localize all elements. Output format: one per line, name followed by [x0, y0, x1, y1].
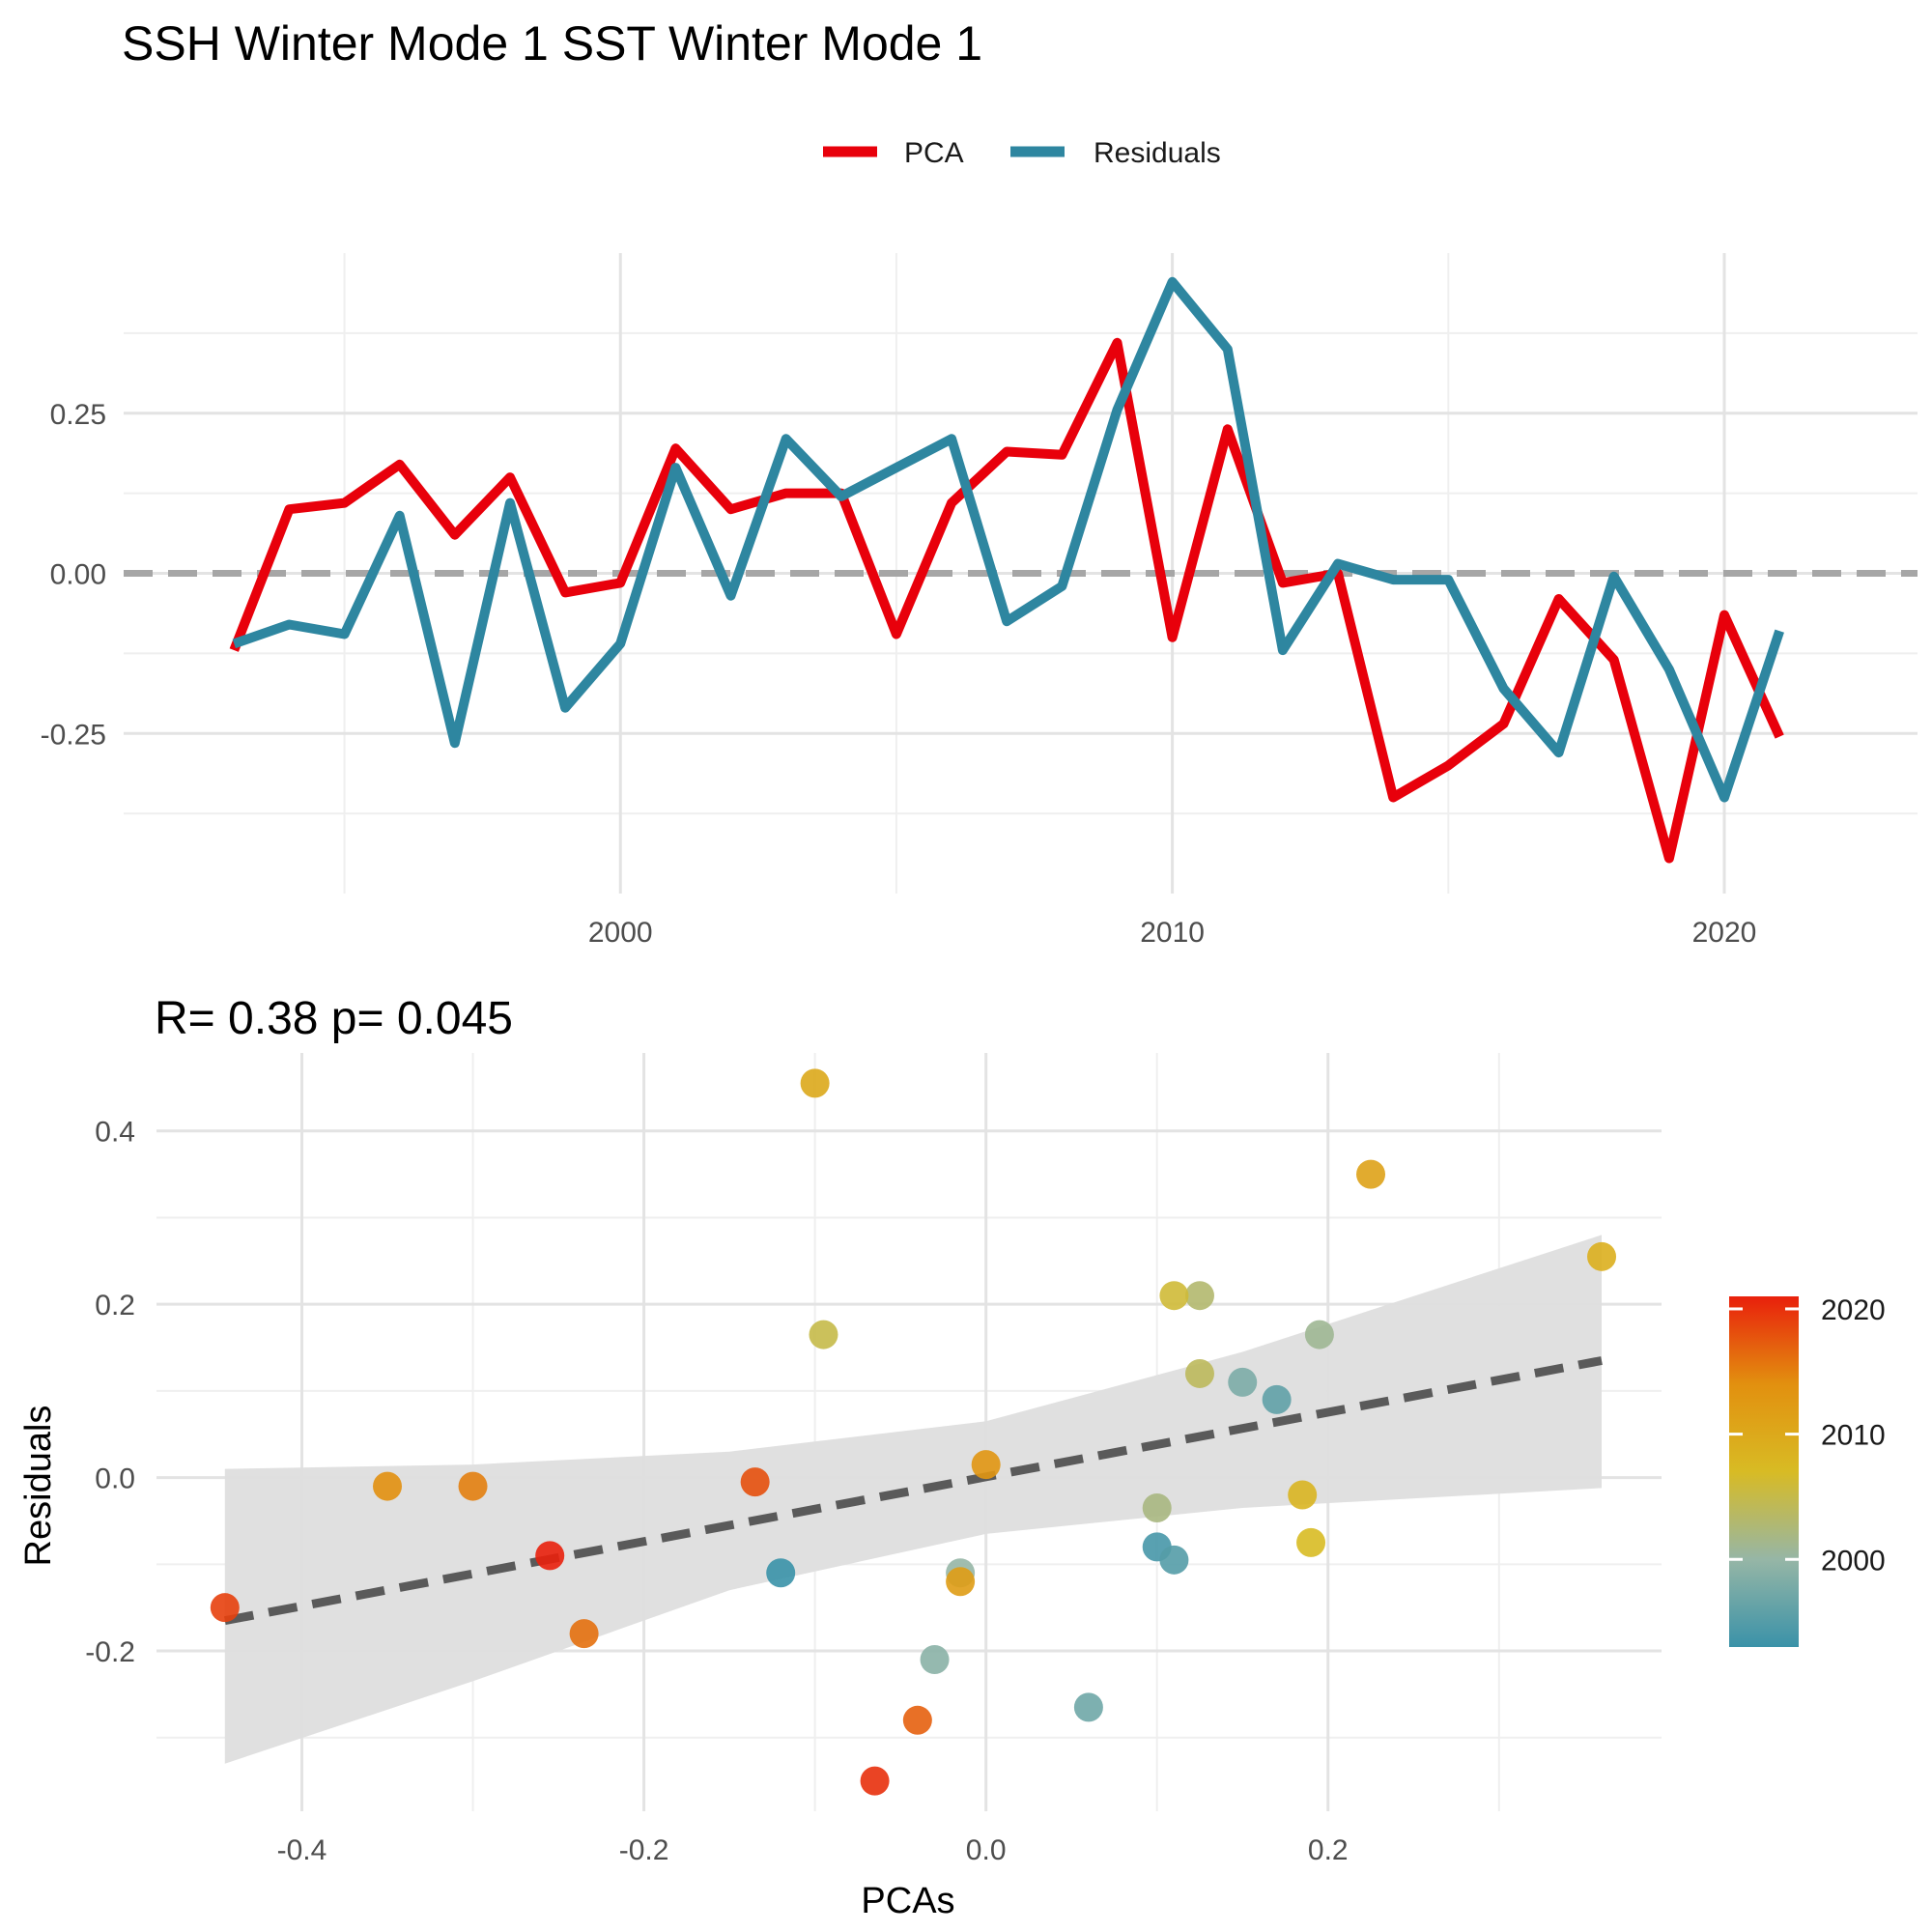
series-line-residuals	[232, 276, 1784, 803]
scatter-point	[458, 1471, 488, 1501]
scatter-x-tick-label: 0.2	[1308, 1834, 1349, 1866]
scatter-point	[1296, 1527, 1326, 1557]
scatter-x-tick-label: 0.0	[966, 1834, 1007, 1866]
scatter-point	[946, 1567, 976, 1597]
scatter-point	[1262, 1384, 1292, 1414]
scatter-point	[800, 1068, 830, 1098]
scatter-point	[210, 1593, 240, 1623]
scatter-y-tick-label: -0.2	[85, 1636, 135, 1668]
scatter-point	[1142, 1493, 1172, 1522]
legend-label-residuals: Residuals	[1094, 137, 1221, 169]
scatter-y-tick-label: 0.0	[95, 1463, 135, 1495]
scatter-y-tick-labels: -0.2 0.0 0.2 0.4	[85, 1117, 135, 1668]
legend: PCA Residuals	[823, 137, 1221, 169]
colorbar-tick-label: 2000	[1821, 1545, 1886, 1577]
timeseries-y-tick-labels: -0.25 0.00 0.25	[41, 399, 106, 752]
timeseries-x-tick-label: 2020	[1692, 917, 1757, 949]
scatter-point	[373, 1471, 403, 1501]
colorbar: 2000 2010 2020	[1729, 1294, 1886, 1647]
scatter-point	[535, 1541, 565, 1571]
scatter-x-tick-label: -0.4	[277, 1834, 327, 1866]
page-title: SSH Winter Mode 1 SST Winter Mode 1	[122, 16, 982, 71]
scatter-y-tick-label: 0.2	[95, 1290, 135, 1321]
colorbar-ticks: 2000 2010 2020	[1729, 1294, 1886, 1577]
y-axis-title: Residuals	[18, 1406, 59, 1567]
scatter-y-tick-label: 0.4	[95, 1117, 135, 1149]
scatter-point	[1587, 1241, 1617, 1271]
x-axis-title: PCAs	[861, 1881, 954, 1921]
timeseries-x-tick-label: 2000	[588, 917, 653, 949]
scatter-x-tick-labels: -0.4 -0.2 0.0 0.2	[277, 1834, 1349, 1866]
regression-line	[223, 1356, 1603, 1626]
scatter-point	[1184, 1358, 1214, 1388]
scatter-point	[1184, 1281, 1214, 1311]
scatter-x-tick-label: -0.2	[619, 1834, 669, 1866]
timeseries-x-tick-label: 2010	[1140, 917, 1205, 949]
colorbar-tick-label: 2020	[1821, 1294, 1886, 1326]
scatter-point	[1159, 1545, 1189, 1575]
series-line-pca	[229, 337, 1784, 864]
scatter-point	[1159, 1281, 1189, 1311]
confidence-ribbon	[224, 1235, 1602, 1764]
scatter-point	[1073, 1692, 1103, 1722]
scatter-point	[1356, 1159, 1386, 1189]
timeseries-x-tick-labels: 2000 2010 2020	[588, 917, 1757, 949]
scatter-title: R= 0.38 p= 0.045	[155, 993, 513, 1044]
scatter-point	[860, 1766, 890, 1796]
scatter-point	[569, 1619, 599, 1649]
scatter-point	[740, 1467, 770, 1497]
scatter-point	[809, 1320, 838, 1350]
scatter-point	[766, 1558, 796, 1588]
scatter-point	[902, 1705, 932, 1735]
timeseries-y-tick-label: -0.25	[41, 719, 106, 751]
scatter-points	[210, 1068, 1617, 1796]
scatter-point	[1288, 1480, 1318, 1510]
scatter-point	[1304, 1320, 1334, 1350]
colorbar-gradient	[1729, 1296, 1799, 1647]
scatter-point	[920, 1645, 950, 1674]
legend-label-pca: PCA	[904, 137, 964, 169]
timeseries-y-tick-label: 0.25	[50, 399, 106, 431]
timeseries-y-tick-label: 0.00	[50, 559, 106, 591]
scatter-panel: -0.2 0.0 0.2 0.4 -0.4 -0.2 0.0 0.2 PCAs Residu…	[18, 1053, 1662, 1921]
colorbar-tick-label: 2010	[1821, 1420, 1886, 1452]
scatter-point	[971, 1450, 1001, 1480]
timeseries-panel: -0.25 0.00 0.25 2000 2010 2020	[41, 253, 1918, 949]
scatter-point	[1228, 1367, 1258, 1397]
